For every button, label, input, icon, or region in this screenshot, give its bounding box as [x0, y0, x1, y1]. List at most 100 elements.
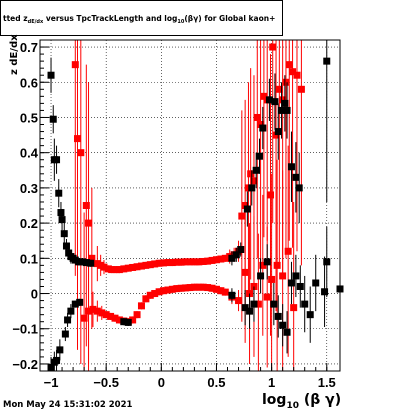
- data-point: [93, 307, 101, 315]
- data-point: [55, 189, 63, 197]
- data-point: [208, 284, 216, 292]
- data-point: [53, 356, 61, 364]
- data-point: [155, 259, 163, 267]
- data-point: [279, 272, 287, 280]
- data-point: [272, 131, 280, 139]
- data-point: [71, 61, 79, 69]
- data-point: [177, 284, 185, 292]
- series-2: [47, 40, 344, 371]
- data-point: [67, 307, 75, 315]
- data-point: [129, 316, 137, 324]
- data-point: [243, 205, 251, 213]
- data-point: [204, 284, 212, 292]
- y-tick-label: 0.2: [20, 216, 38, 231]
- data-point: [246, 307, 254, 315]
- title-pre: tted z: [3, 14, 28, 23]
- data-point: [283, 106, 291, 114]
- series-1: [71, 40, 305, 371]
- x-tick-label: 0.5: [207, 375, 225, 390]
- data-point: [133, 263, 141, 271]
- data-point: [77, 149, 85, 157]
- x-axis-label-main: log: [262, 392, 287, 408]
- y-tick-label: 0.4: [20, 146, 39, 161]
- data-point: [146, 261, 154, 269]
- data-point: [273, 261, 281, 269]
- data-point: [82, 202, 90, 209]
- title-mid: versus TpcTrackLength and log: [43, 14, 178, 23]
- data-point: [87, 259, 95, 267]
- data-point: [281, 99, 289, 107]
- data-point: [57, 209, 65, 217]
- y-tick-label: 0: [31, 287, 38, 302]
- data-point: [217, 287, 225, 295]
- data-point: [250, 300, 258, 308]
- data-point: [120, 265, 128, 273]
- data-point: [133, 311, 141, 319]
- data-point: [61, 330, 69, 338]
- data-point: [228, 254, 236, 262]
- data-point: [232, 251, 240, 259]
- data-point: [270, 300, 278, 308]
- data-point: [292, 173, 300, 181]
- title-post: (βγ) for Global kaon+: [184, 14, 276, 23]
- data-point: [190, 258, 198, 266]
- x-tick-label: 1.5: [318, 375, 336, 390]
- data-point: [102, 311, 110, 319]
- data-point: [265, 96, 273, 104]
- data-point: [146, 291, 154, 299]
- data-point: [221, 254, 229, 262]
- data-point: [290, 304, 298, 312]
- data-point: [217, 255, 225, 263]
- x-tick-label: −0.5: [93, 375, 119, 390]
- data-point: [260, 92, 268, 100]
- data-point: [115, 266, 123, 274]
- data-point: [80, 314, 88, 322]
- data-point: [287, 279, 295, 287]
- data-point: [82, 259, 90, 267]
- data-point: [235, 297, 243, 305]
- y-tick-label: 0.3: [20, 181, 38, 196]
- data-point: [49, 115, 57, 123]
- data-point: [257, 272, 265, 280]
- data-point: [168, 285, 176, 293]
- data-point: [164, 259, 172, 267]
- data-point: [108, 266, 116, 274]
- data-point: [98, 309, 106, 317]
- data-point: [204, 257, 212, 265]
- data-point: [278, 106, 286, 114]
- data-point: [74, 135, 81, 143]
- data-point: [71, 300, 79, 308]
- y-tick-label: 0.1: [20, 251, 38, 266]
- data-point: [263, 258, 271, 266]
- data-point: [293, 71, 301, 79]
- data-point: [64, 316, 72, 324]
- data-point: [111, 314, 119, 322]
- data-point: [115, 316, 123, 324]
- y-tick-label: 0.7: [20, 40, 38, 55]
- data-point: [182, 258, 190, 266]
- data-point: [259, 124, 267, 132]
- data-point: [186, 284, 194, 292]
- data-point: [124, 318, 132, 326]
- data-point: [142, 295, 150, 303]
- data-point: [85, 219, 93, 227]
- data-point: [267, 191, 275, 199]
- x-axis-label-tail: (β γ): [303, 392, 342, 408]
- data-point: [76, 298, 84, 306]
- data-point: [155, 288, 163, 296]
- data-point: [321, 288, 329, 296]
- data-point: [292, 272, 300, 280]
- data-point: [89, 305, 97, 313]
- title-sub1: dE/dx: [27, 19, 44, 25]
- data-point: [269, 43, 277, 51]
- data-point: [274, 128, 282, 136]
- data-point: [248, 184, 256, 192]
- data-point: [199, 283, 207, 291]
- data-point: [168, 259, 176, 267]
- data-point: [252, 166, 260, 174]
- data-point: [279, 321, 287, 329]
- data-point: [124, 264, 132, 272]
- data-point: [47, 71, 55, 79]
- grid-lines: [40, 40, 340, 371]
